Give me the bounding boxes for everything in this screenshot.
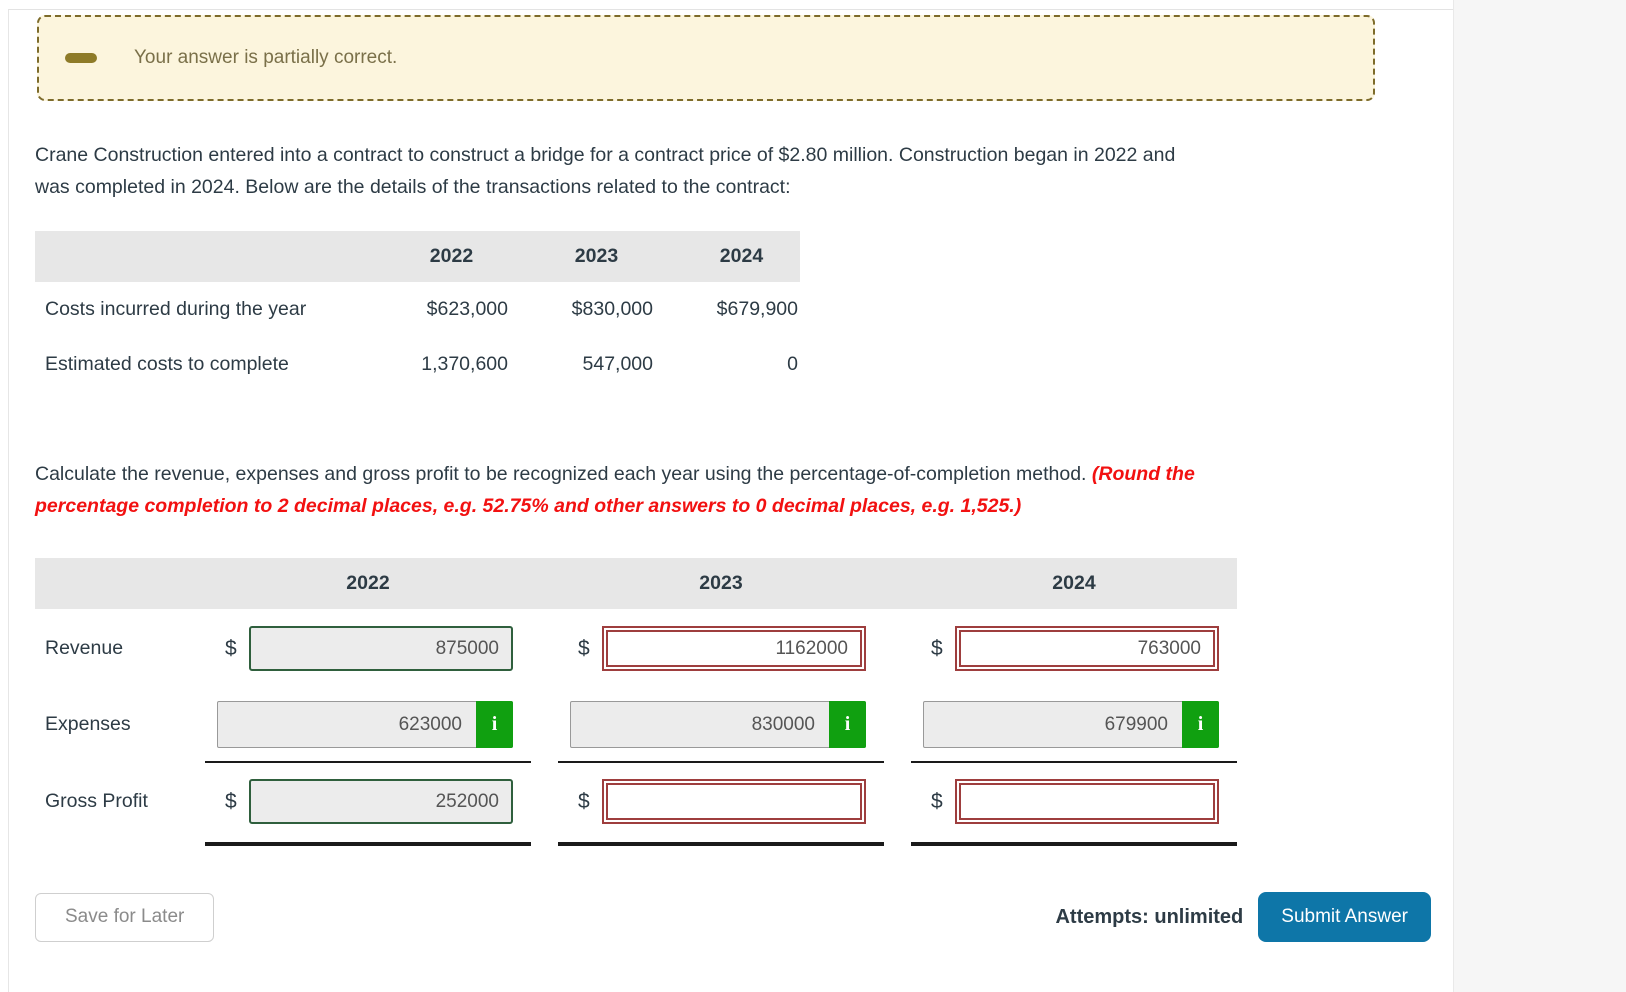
total-double-rule	[911, 842, 1237, 846]
expenses-2022-cell: i	[205, 701, 531, 748]
dollar-sign: $	[931, 636, 943, 660]
revenue-label: Revenue	[45, 637, 124, 659]
instruction-emphasis-start: (Round the	[1091, 463, 1195, 485]
gross-profit-2022-cell: $	[205, 779, 531, 824]
instruction-emphasis-rest: percentage completion to 2 decimal place…	[35, 495, 1022, 517]
info-icon[interactable]: i	[1182, 701, 1219, 748]
gross-profit-2023-cell: $	[558, 779, 884, 824]
cost-value: $830,000	[571, 298, 653, 320]
attempts-status: Attempts: unlimited	[1055, 905, 1244, 928]
expenses-2022-input	[217, 701, 513, 748]
revenue-2024-cell: $	[911, 626, 1237, 671]
dollar-sign: $	[578, 636, 590, 660]
total-double-rule	[558, 842, 884, 846]
gross-profit-label: Gross Profit	[45, 790, 148, 812]
dollar-sign: $	[225, 636, 237, 660]
feedback-banner: Your answer is partially correct.	[37, 15, 1375, 101]
total-double-rule	[205, 842, 531, 846]
cost-row-label: Costs incurred during the year	[45, 298, 307, 320]
gross-profit-row: Gross Profit $ $ $	[35, 779, 1237, 824]
revenue-2024-input[interactable]	[955, 626, 1219, 671]
cost-table-year-2024: 2024	[719, 245, 764, 267]
cost-table-year-2022: 2022	[429, 245, 474, 267]
submit-answer-button[interactable]: Submit Answer	[1258, 892, 1431, 942]
subtotal-rule-row	[35, 761, 1237, 763]
partial-correct-dash-icon	[65, 53, 97, 63]
cost-value: $679,900	[716, 298, 798, 320]
cost-value: 547,000	[582, 353, 654, 375]
table-row: Costs incurred during the year $623,000 …	[35, 282, 800, 337]
answer-year-2023: 2023	[699, 572, 743, 594]
cost-table-header: 2022 2023 2024	[35, 231, 800, 282]
subtotal-rule	[558, 761, 884, 763]
dollar-sign: $	[578, 789, 590, 813]
problem-line-1: Crane Construction entered into a contra…	[35, 144, 1176, 166]
expenses-2023-input	[570, 701, 866, 748]
expenses-label: Expenses	[45, 713, 131, 735]
cost-row-label: Estimated costs to complete	[45, 353, 289, 375]
gross-profit-2022-input	[249, 779, 513, 824]
expenses-2024-cell: i	[911, 701, 1237, 748]
cost-value: 0	[787, 353, 798, 375]
table-row: Estimated costs to complete 1,370,600 54…	[35, 337, 800, 392]
revenue-2022-cell: $	[205, 626, 531, 671]
answer-table-header: 2022 2023 2024	[35, 558, 1237, 609]
gross-profit-2024-input[interactable]	[955, 779, 1219, 824]
answer-table: 2022 2023 2024 Revenue $ $ $ Expenses	[35, 558, 1237, 846]
instruction-normal: Calculate the revenue, expenses and gros…	[35, 463, 1092, 485]
save-for-later-button[interactable]: Save for Later	[35, 892, 215, 942]
answer-year-2022: 2022	[346, 572, 390, 594]
cost-value: 1,370,600	[421, 353, 508, 375]
cost-table: 2022 2023 2024 Costs incurred during the…	[35, 231, 800, 392]
expenses-2023-cell: i	[558, 701, 884, 748]
expenses-2024-input	[923, 701, 1219, 748]
dollar-sign: $	[225, 789, 237, 813]
question-panel: Your answer is partially correct. Crane …	[8, 9, 1453, 992]
revenue-row: Revenue $ $ $	[35, 626, 1237, 671]
gross-profit-2024-cell: $	[911, 779, 1237, 824]
instruction-text: Calculate the revenue, expenses and gros…	[35, 458, 1375, 522]
cost-value: $623,000	[426, 298, 508, 320]
right-gutter	[1453, 0, 1626, 992]
cost-table-year-2023: 2023	[574, 245, 619, 267]
info-icon[interactable]: i	[829, 701, 866, 748]
feedback-message: Your answer is partially correct.	[134, 47, 398, 68]
subtotal-rule	[911, 761, 1237, 763]
revenue-2022-input	[249, 626, 513, 671]
problem-line-2: was completed in 2024. Below are the det…	[35, 176, 791, 198]
revenue-2023-input[interactable]	[602, 626, 866, 671]
dollar-sign: $	[931, 789, 943, 813]
expenses-row: Expenses i i i	[35, 701, 1237, 748]
answer-year-2024: 2024	[1052, 572, 1096, 594]
footer-bar: Save for Later Attempts: unlimited Submi…	[35, 892, 1431, 942]
problem-statement: Crane Construction entered into a contra…	[35, 139, 1385, 203]
info-icon[interactable]: i	[476, 701, 513, 748]
total-rule-row	[35, 842, 1237, 846]
subtotal-rule	[205, 761, 531, 763]
gross-profit-2023-input[interactable]	[602, 779, 866, 824]
revenue-2023-cell: $	[558, 626, 884, 671]
